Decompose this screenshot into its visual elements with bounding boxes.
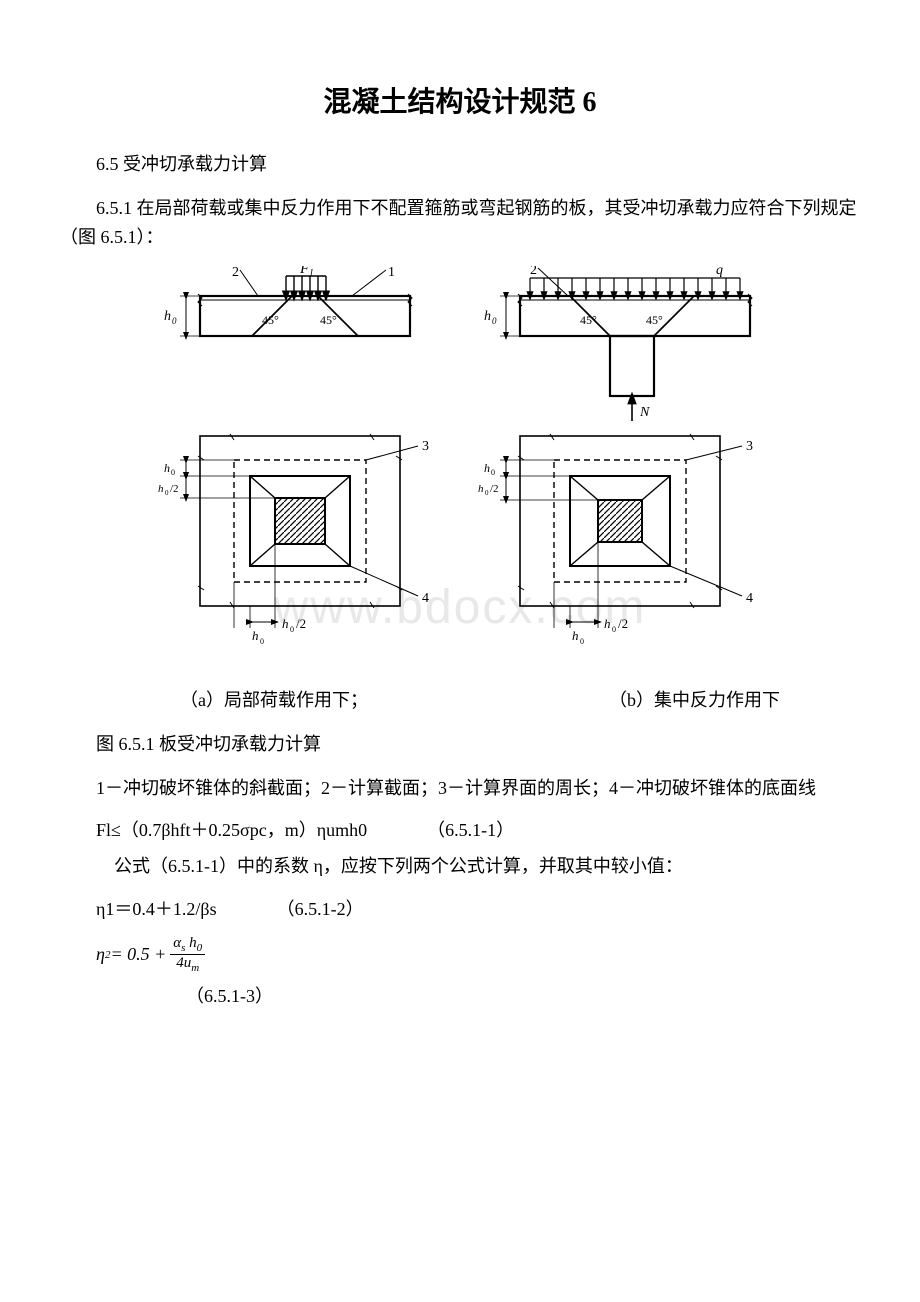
svg-text:h: h [572,628,579,643]
formula-2-text: η1＝0.4＋1.2/βs [96,895,217,921]
label-3-bl: 3 [422,439,429,454]
diagram-svg: F l 2 1 45° 45° h 0 [140,266,780,666]
svg-text:l: l [310,268,313,279]
label-45-r: 45° [320,313,337,327]
svg-text:0: 0 [491,468,495,477]
svg-text:h: h [158,483,164,495]
formula-2-number: （6.5.1-2） [277,895,364,921]
formula-1-text: Fl≤（0.7βhft＋0.25σpc，m）ηumh0 [96,816,367,842]
caption-b: （b）集中反力作用下 [609,686,780,712]
label-45-l: 45° [262,313,279,327]
svg-text:/2: /2 [618,616,628,631]
figure-captions: （a）局部荷载作用下； （b）集中反力作用下 [60,686,860,712]
label-3-br: 3 [746,439,753,454]
svg-text:h: h [484,461,490,475]
label-2-tl: 2 [232,266,239,280]
formula-3-numerator: αs h0 [170,935,205,955]
svg-text:0: 0 [171,468,175,477]
label-n: N [639,405,650,420]
svg-text:h: h [252,628,259,643]
formula-3-denominator: 4um [173,955,202,974]
svg-text:h: h [164,461,170,475]
label-4-bl: 4 [422,591,429,606]
formula-6-5-1-3: η2 = 0.5 + αs h0 4um [96,935,860,974]
svg-text:0: 0 [290,625,294,634]
svg-text:0: 0 [612,625,616,634]
label-q: q [716,266,723,278]
svg-text:h: h [484,309,491,324]
paragraph-eta: 公式（6.5.1-1）中的系数 η，应按下列两个公式计算，并取其中较小值： [60,852,860,881]
formula-3-lhs: η [96,944,105,965]
svg-text:0: 0 [172,316,177,326]
formula-6-5-1-1: Fl≤（0.7βhft＋0.25σpc，m）ηumh0 （6.5.1-1） [96,816,860,842]
svg-text:/2: /2 [296,616,306,631]
label-2-tr: 2 [530,266,537,278]
formula-3-eq: = 0.5 + [110,944,166,965]
svg-text:/2: /2 [170,483,179,495]
figure-title: 图 6.5.1 板受冲切承载力计算 [60,730,860,756]
svg-text:h: h [282,616,289,631]
formula-3-fraction: αs h0 4um [170,935,205,974]
svg-text:h: h [478,483,484,495]
formula-3-number: （6.5.1-3） [186,982,860,1008]
caption-a: （a）局部荷载作用下； [180,686,368,712]
svg-text:0: 0 [485,489,489,497]
label-4-br: 4 [746,591,753,606]
svg-text:0: 0 [492,316,497,326]
figure-legend: 1－冲切破坏锥体的斜截面；2－计算截面；3－计算界面的周长；4－冲切破坏锥体的底… [60,774,860,803]
section-heading: 6.5 受冲切承载力计算 [60,150,860,176]
figure-6-5-1: F l 2 1 45° 45° h 0 [60,266,860,666]
formula-1-number: （6.5.1-1） [427,816,514,842]
paragraph-6-5-1: 6.5.1 在局部荷载或集中反力作用下不配置箍筋或弯起钢筋的板，其受冲切承载力应… [60,194,860,252]
label-h0-tl: h [164,309,171,324]
svg-text:0: 0 [165,489,169,497]
label-fl: F [299,266,310,277]
formula-6-5-1-2: η1＝0.4＋1.2/βs （6.5.1-2） [96,895,860,921]
page-title: 混凝土结构设计规范 6 [60,80,860,120]
page-content: 混凝土结构设计规范 6 6.5 受冲切承载力计算 6.5.1 在局部荷载或集中反… [60,80,860,1008]
svg-text:45°: 45° [646,313,663,327]
label-1-tl: 1 [388,266,395,280]
svg-text:/2: /2 [490,483,499,495]
svg-text:h: h [604,616,611,631]
svg-text:0: 0 [580,637,584,646]
svg-text:45°: 45° [580,313,597,327]
svg-text:0: 0 [260,637,264,646]
